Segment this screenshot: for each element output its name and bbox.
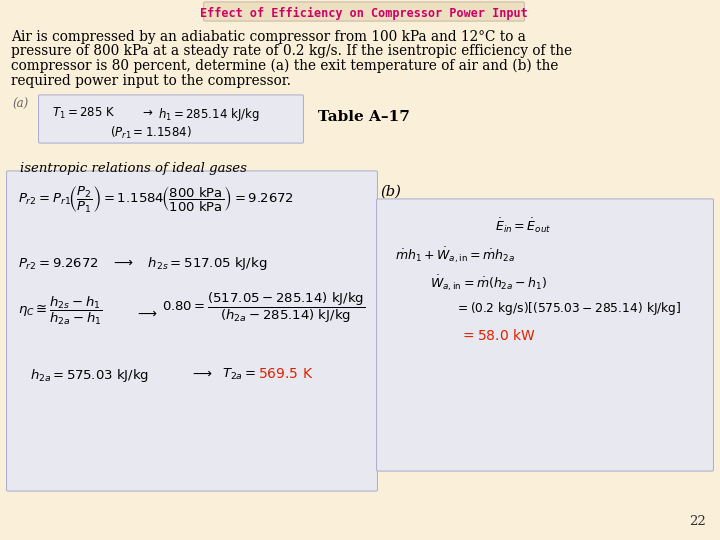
Text: $569.5\ \mathrm{K}$: $569.5\ \mathrm{K}$ <box>258 367 314 381</box>
Text: (a): (a) <box>12 98 28 111</box>
Text: $P_{r2} = 9.2672 \quad \longrightarrow \quad h_{2s} = 517.05\ \mathrm{kJ/kg}$: $P_{r2} = 9.2672 \quad \longrightarrow \… <box>18 255 267 272</box>
Text: $h_{2a} = 575.03\ \mathrm{kJ/kg}$: $h_{2a} = 575.03\ \mathrm{kJ/kg}$ <box>30 367 149 384</box>
Text: (b): (b) <box>380 185 401 199</box>
Text: $\dot{E}_{in} = \dot{E}_{out}$: $\dot{E}_{in} = \dot{E}_{out}$ <box>495 216 552 235</box>
Text: $h_1 = 285.14\ \mathrm{kJ/kg}$: $h_1 = 285.14\ \mathrm{kJ/kg}$ <box>158 106 260 123</box>
Text: $\rightarrow$: $\rightarrow$ <box>140 106 153 119</box>
Text: $(P_{r1} = 1.1584)$: $(P_{r1} = 1.1584)$ <box>110 125 192 141</box>
Text: $= (0.2\ \mathrm{kg/s})[(575.03 - 285.14)\ \mathrm{kJ/kg}]$: $= (0.2\ \mathrm{kg/s})[(575.03 - 285.14… <box>455 300 682 317</box>
Text: $\longrightarrow$: $\longrightarrow$ <box>190 367 213 380</box>
Text: $= 58.0\ \mathrm{kW}$: $= 58.0\ \mathrm{kW}$ <box>460 328 536 343</box>
Text: Air is compressed by an adiabatic compressor from 100 kPa and 12°C to a: Air is compressed by an adiabatic compre… <box>11 30 526 44</box>
FancyBboxPatch shape <box>377 199 714 471</box>
Text: Effect of Efficiency on Compressor Power Input: Effect of Efficiency on Compressor Power… <box>200 6 528 19</box>
Text: pressure of 800 kPa at a steady rate of 0.2 kg/s. If the isentropic efficiency o: pressure of 800 kPa at a steady rate of … <box>11 44 572 58</box>
Text: $0.80 = \dfrac{(517.05 - 285.14)\ \mathrm{kJ/kg}}{(h_{2a} - 285.14)\ \mathrm{kJ/: $0.80 = \dfrac{(517.05 - 285.14)\ \mathr… <box>162 291 365 325</box>
Text: compressor is 80 percent, determine (a) the exit temperature of air and (b) the: compressor is 80 percent, determine (a) … <box>11 59 559 73</box>
FancyBboxPatch shape <box>204 2 524 21</box>
FancyBboxPatch shape <box>39 95 303 143</box>
Text: $P_{r2} = P_{r1}\!\left(\dfrac{P_2}{P_1}\right) = 1.1584\!\left(\dfrac{800\ \mat: $P_{r2} = P_{r1}\!\left(\dfrac{P_2}{P_1}… <box>18 185 294 215</box>
FancyBboxPatch shape <box>6 171 377 491</box>
Text: 22: 22 <box>689 515 706 528</box>
Text: $\dot{W}_{a,\mathrm{in}} = \dot{m}(h_{2a} - h_1)$: $\dot{W}_{a,\mathrm{in}} = \dot{m}(h_{2a… <box>430 273 547 293</box>
Text: $T_1 = 285\ \mathrm{K}$: $T_1 = 285\ \mathrm{K}$ <box>52 106 115 121</box>
Text: $\dot{m}h_1 + \dot{W}_{a,\mathrm{in}} = \dot{m}h_{2a}$: $\dot{m}h_1 + \dot{W}_{a,\mathrm{in}} = … <box>395 245 515 265</box>
Text: required power input to the compressor.: required power input to the compressor. <box>11 73 291 87</box>
Text: $T_{2a} =$: $T_{2a} =$ <box>222 367 256 382</box>
Text: Table A–17: Table A–17 <box>318 110 410 124</box>
Text: isentropic relations of ideal gases: isentropic relations of ideal gases <box>20 162 247 175</box>
Text: $\eta_C \cong \dfrac{h_{2s} - h_1}{h_{2a} - h_1}$: $\eta_C \cong \dfrac{h_{2s} - h_1}{h_{2a… <box>18 295 103 327</box>
Text: $\longrightarrow$: $\longrightarrow$ <box>135 307 158 320</box>
